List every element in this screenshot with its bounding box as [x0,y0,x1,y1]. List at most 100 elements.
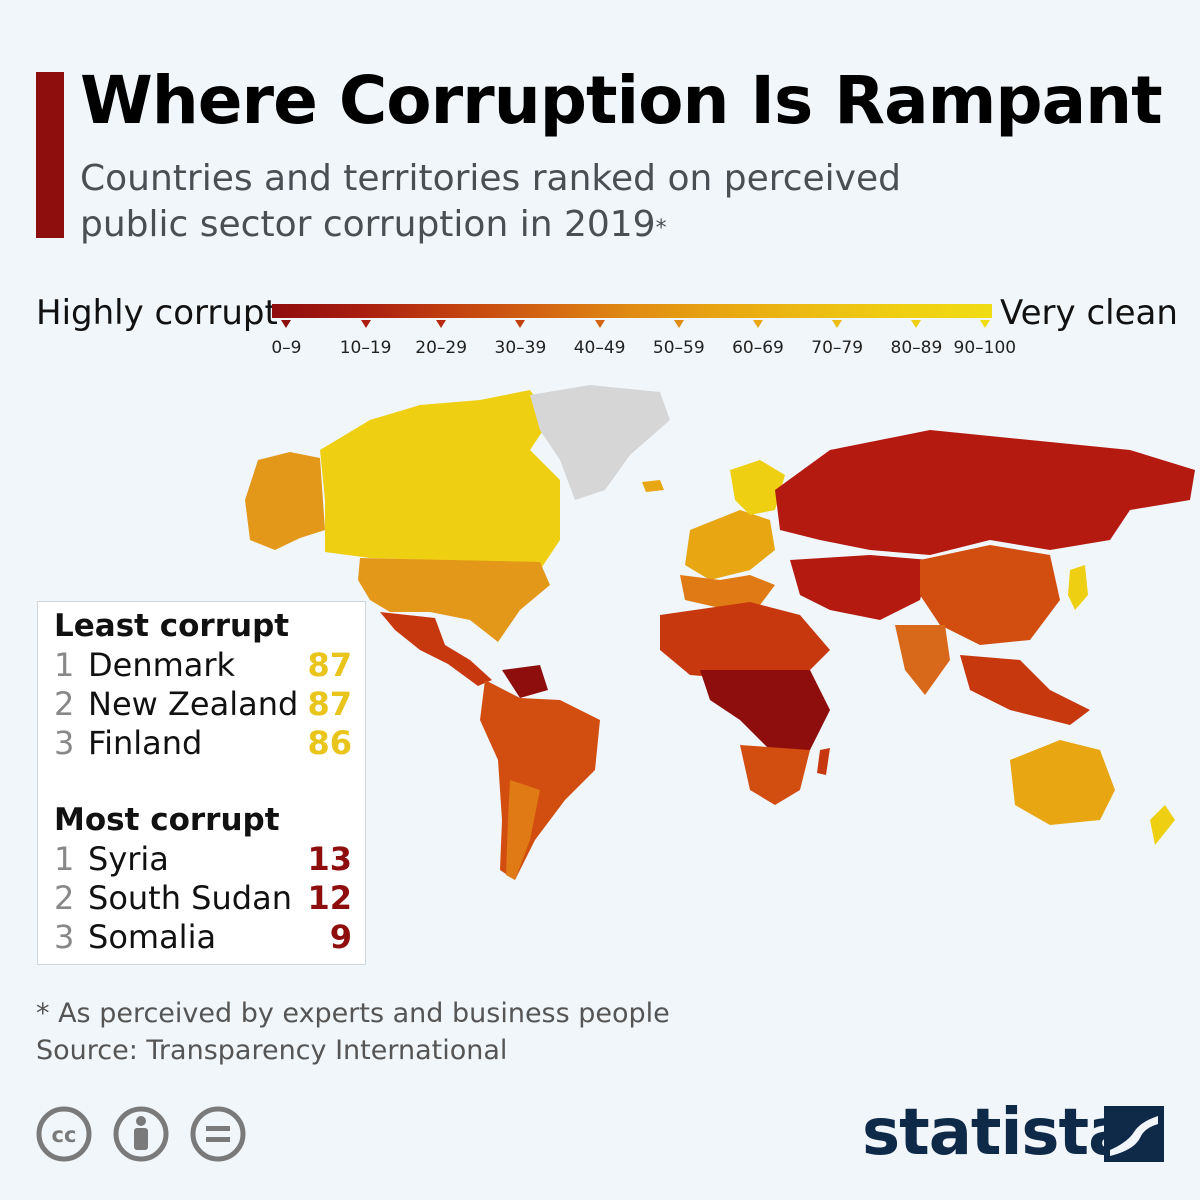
region-north-africa [660,602,830,680]
legend-color-scale [272,304,992,318]
region-usa [358,558,550,642]
legend-tick: 40–49 [555,318,645,358]
list-item: 1 Denmark 87 [54,646,352,686]
region-venezuela [502,665,548,698]
score-value: 87 [307,685,352,723]
region-alaska [245,452,325,550]
nd-icon[interactable] [190,1106,246,1162]
legend-high-label: Very clean [1000,293,1178,333]
statista-logo-icon[interactable] [1104,1106,1164,1162]
subtitle-footnote-mark: * [655,216,667,241]
legend-tick-marker [360,320,371,328]
legend-tick-marker [594,320,605,328]
region-scandinavia [730,460,785,515]
accent-bar [36,72,64,238]
region-australia [1010,740,1115,825]
legend-tick-marker [281,320,292,328]
subtitle: Countries and territories ranked on perc… [80,156,980,248]
score-value: 13 [307,840,352,878]
list-item: 3 Somalia 9 [54,918,352,958]
legend-tick-label: 30–39 [494,338,547,358]
region-iceland [642,480,664,492]
region-central-asia [790,555,930,620]
ranking-panel: Least corrupt 1 Denmark 87 2 New Zealand… [37,601,366,965]
legend-tick: 20–29 [396,318,486,358]
legend-tick-marker [673,320,684,328]
legend-tick-marker [753,320,763,328]
region-southeast-asia [960,655,1090,725]
legend-tick-label: 10–19 [339,338,392,358]
legend-tick: 90–100 [940,318,1030,358]
country-name: Denmark [88,646,236,684]
legend-tick-label: 20–29 [415,338,468,358]
legend-tick-label: 60–69 [732,338,784,358]
legend-tick-label: 0–9 [271,338,302,358]
region-southern-europe [680,575,775,608]
most-corrupt-heading: Most corrupt [54,802,280,838]
region-japan [1068,565,1088,610]
legend-tick-marker [832,320,843,328]
region-china [920,545,1060,645]
legend-tick-label: 40–49 [573,338,626,358]
legend-tick-label: 90–100 [953,338,1017,358]
region-south-america [480,680,600,880]
page-title: Where Corruption Is Rampant [80,62,1163,139]
rank-number: 2 [54,879,75,917]
region-western-europe [685,510,775,580]
source-note: Source: Transparency International [36,1035,508,1066]
list-item: 2 South Sudan 12 [54,879,352,919]
legend-tick-label: 80–89 [890,338,943,358]
score-value: 9 [329,918,352,956]
rank-number: 2 [54,685,75,723]
legend-tick: 50–59 [634,318,724,358]
license-icons[interactable]: cc [36,1106,246,1162]
list-item: 1 Syria 13 [54,840,352,880]
statista-logo-text[interactable]: statista [862,1096,1131,1170]
legend-tick-label: 70–79 [811,338,864,358]
subtitle-text: Countries and territories ranked on perc… [80,158,901,245]
legend-tick: 0–9 [241,318,331,358]
svg-text:cc: cc [52,1123,77,1147]
country-name: Somalia [88,918,217,956]
legend-tick-marker [911,320,922,328]
legend-tick-marker [515,320,526,328]
legend-tick: 30–39 [475,318,565,358]
region-central-africa [700,670,830,750]
region-southern-africa [740,745,810,805]
country-name: South Sudan [88,879,292,917]
legend-tick-marker [436,320,447,328]
legend-tick: 70–79 [792,318,882,358]
score-value: 86 [307,724,352,762]
region-new-zealand [1150,805,1175,845]
list-item: 3 Finland 86 [54,724,352,764]
rank-number: 1 [54,840,75,878]
legend-tick: 60–69 [713,318,803,358]
footnote: * As perceived by experts and business p… [36,998,670,1029]
legend-tick: 10–19 [321,318,411,358]
score-value: 87 [307,646,352,684]
cc-icon[interactable]: cc [36,1106,92,1162]
world-map [245,385,1195,880]
by-icon[interactable] [113,1106,169,1162]
rank-number: 3 [54,724,75,762]
least-corrupt-heading: Least corrupt [54,608,290,644]
region-canada [320,390,560,570]
region-india [895,625,950,695]
country-name: Finland [88,724,203,762]
country-name: Syria [88,840,169,878]
legend-tick-label: 50–59 [652,338,705,358]
legend-tick-marker [979,320,990,328]
legend-ticks: 0–9 10–19 20–29 30–39 40–49 50–59 60–69 … [271,318,1016,358]
legend-tick: 80–89 [871,318,961,358]
region-greenland [530,385,670,500]
legend-low-label: Highly corrupt [36,293,278,333]
list-item: 2 New Zealand 87 [54,685,352,725]
region-mexico [380,612,492,686]
country-name: New Zealand [88,685,299,723]
region-argentina [506,780,540,880]
score-value: 12 [307,879,352,917]
rank-number: 1 [54,646,75,684]
region-madagascar [817,748,830,775]
region-russia [775,430,1195,555]
rank-number: 3 [54,918,75,956]
